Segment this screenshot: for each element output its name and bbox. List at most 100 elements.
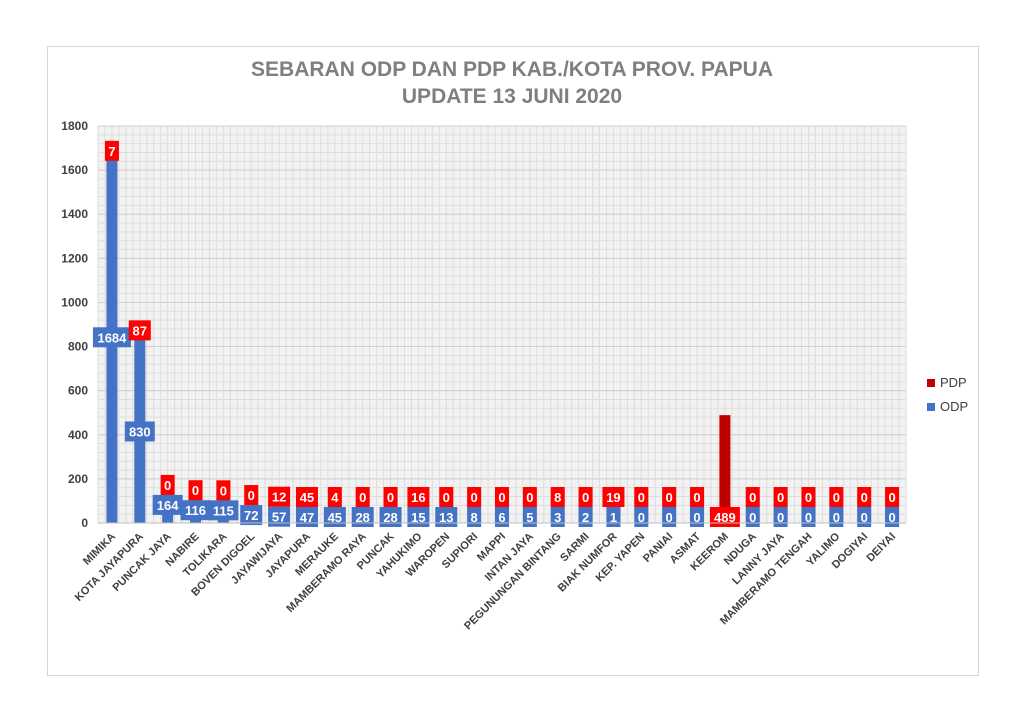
data-label-odp: 0 xyxy=(693,510,700,525)
data-label-pdp-bg xyxy=(634,487,649,507)
data-label-odp-bg xyxy=(240,505,263,526)
data-label-odp-bg xyxy=(829,507,844,527)
data-label-pdp: 0 xyxy=(805,490,812,505)
data-label-odp-bg xyxy=(885,507,900,527)
y-tick-label: 1200 xyxy=(61,251,88,265)
data-label-odp: 57 xyxy=(272,510,286,525)
data-label-pdp-bg xyxy=(216,480,231,501)
data-label-pdp: 0 xyxy=(526,490,533,505)
legend-item-pdp: PDP xyxy=(927,375,967,390)
data-label-odp-bg xyxy=(268,506,291,527)
data-label-pdp: 0 xyxy=(443,490,450,505)
bar-pdp xyxy=(719,415,731,523)
data-label-odp: 0 xyxy=(833,510,840,525)
data-label-pdp: 19 xyxy=(606,490,620,505)
data-label-odp-bg xyxy=(495,507,509,527)
data-label-pdp-bg xyxy=(745,487,760,507)
data-label-pdp: 45 xyxy=(300,490,314,505)
x-tick-label: DEIYAI xyxy=(864,531,898,565)
data-label-pdp: 0 xyxy=(164,478,171,493)
data-label-odp: 3 xyxy=(554,510,561,525)
data-label-pdp-bg xyxy=(773,487,788,507)
y-tick-label: 1000 xyxy=(61,295,88,309)
chart-title-line-1: SEBARAN ODP DAN PDP KAB./KOTA PROV. PAPU… xyxy=(251,58,773,81)
data-label-pdp-bg xyxy=(522,487,537,507)
data-label-odp: 47 xyxy=(300,510,314,525)
data-label-odp-bg xyxy=(435,507,458,527)
data-label-odp-bg xyxy=(745,507,760,527)
data-label-odp: 2 xyxy=(582,510,589,525)
data-label-odp: 0 xyxy=(777,510,784,525)
data-label-pdp: 0 xyxy=(582,490,589,505)
data-label-odp-bg xyxy=(690,507,705,527)
data-label-pdp-bg xyxy=(709,507,740,527)
data-label-odp-bg xyxy=(773,507,788,527)
data-label-odp: 830 xyxy=(129,424,151,439)
data-label-pdp: 0 xyxy=(498,490,505,505)
data-label-pdp: 0 xyxy=(471,490,478,505)
data-label-odp: 115 xyxy=(213,503,234,518)
data-label-pdp: 0 xyxy=(861,490,868,505)
data-label-pdp: 8 xyxy=(554,490,561,505)
data-label-pdp: 0 xyxy=(192,483,199,498)
y-tick-label: 1600 xyxy=(61,163,88,177)
legend-label-pdp: PDP xyxy=(940,375,967,390)
data-label-pdp: 0 xyxy=(833,490,840,505)
data-label-pdp-bg xyxy=(829,487,844,507)
data-label-odp: 15 xyxy=(411,510,425,525)
legend-swatch-odp xyxy=(927,403,935,411)
data-label-odp-bg xyxy=(152,494,183,515)
data-label-pdp: 7 xyxy=(108,144,115,159)
data-label-odp-bg xyxy=(351,507,374,527)
data-label-odp-bg xyxy=(323,507,346,527)
data-label-odp: 0 xyxy=(749,510,756,525)
data-label-odp: 116 xyxy=(185,503,206,518)
data-label-pdp-bg xyxy=(662,487,677,507)
data-label-pdp-bg xyxy=(885,487,900,507)
data-label-odp-bg xyxy=(467,507,482,527)
data-label-odp: 0 xyxy=(861,510,868,525)
data-label-pdp: 0 xyxy=(749,490,756,505)
data-label-odp: 5 xyxy=(526,510,533,525)
data-label-pdp-bg xyxy=(467,487,482,507)
data-label-odp-bg xyxy=(295,507,318,527)
data-label-odp: 8 xyxy=(471,510,478,525)
data-label-odp-bg xyxy=(550,507,565,527)
data-label-odp: 45 xyxy=(328,510,342,525)
data-label-pdp-bg xyxy=(578,487,593,507)
data-label-pdp: 0 xyxy=(359,490,366,505)
data-label-odp: 0 xyxy=(638,510,645,525)
chart-title: SEBARAN ODP DAN PDP KAB./KOTA PROV. PAPU… xyxy=(0,56,1024,110)
data-label-pdp-bg xyxy=(244,485,259,506)
data-label-pdp: 0 xyxy=(220,483,227,498)
data-label-odp: 72 xyxy=(244,508,258,523)
data-label-pdp: 0 xyxy=(666,490,673,505)
data-label-pdp-bg xyxy=(355,487,370,507)
data-label-odp: 1684 xyxy=(97,330,127,345)
data-label-odp-bg xyxy=(208,500,239,521)
data-label-pdp-bg xyxy=(160,474,175,495)
y-tick-label: 1800 xyxy=(61,119,88,133)
data-label-pdp: 16 xyxy=(411,490,425,505)
legend-swatch-pdp xyxy=(927,379,935,387)
data-label-pdp-bg xyxy=(857,487,872,507)
data-label-odp-bg xyxy=(379,507,402,527)
y-tick-label: 1400 xyxy=(61,207,88,221)
data-label-odp-bg xyxy=(578,507,593,527)
data-label-odp: 0 xyxy=(805,510,812,525)
y-tick-label: 400 xyxy=(68,428,88,442)
data-label-odp-bg xyxy=(180,500,211,521)
data-label-odp-bg xyxy=(92,327,131,348)
data-label-pdp-bg xyxy=(327,487,342,507)
data-label-pdp-bg xyxy=(383,487,398,507)
data-label-odp: 0 xyxy=(888,510,895,525)
y-tick-label: 600 xyxy=(68,384,88,398)
data-label-pdp: 0 xyxy=(693,490,700,505)
data-label-pdp-bg xyxy=(495,487,509,507)
data-label-odp-bg xyxy=(522,507,537,527)
data-label-pdp: 0 xyxy=(638,490,645,505)
data-label-pdp-bg xyxy=(128,320,151,341)
y-tick-label: 0 xyxy=(81,516,88,530)
data-label-pdp-bg xyxy=(690,487,705,507)
data-label-pdp-bg xyxy=(104,140,119,161)
